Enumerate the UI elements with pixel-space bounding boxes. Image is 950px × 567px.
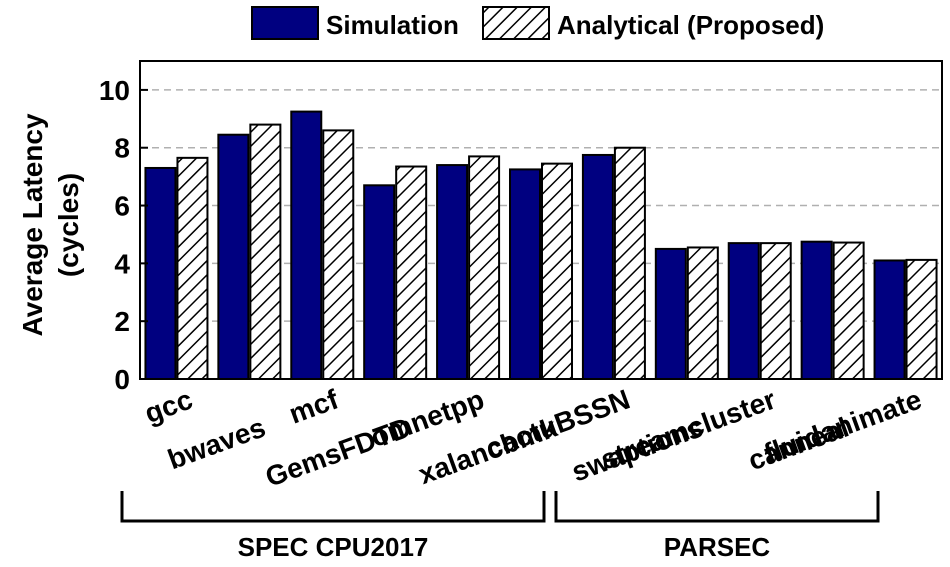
legend: Simulation Analytical (Proposed) [251,6,824,40]
analytical-bar-streamcluster [759,242,792,380]
y-tick-label: 2 [114,306,130,337]
x-tick-label-mcf: mcf [285,383,343,429]
y-axis: 0 2 4 6 8 10 [99,75,148,395]
y-tick-label: 6 [114,191,130,222]
analytical-bar-canneal [832,241,865,380]
analytical-bar-swaptions [686,246,719,380]
legend-swatch-analytical [482,6,550,40]
y-axis-label-line1: Average Latency [17,113,48,336]
x-tick-label-bwaves: bwaves [164,412,270,476]
simulation-bar-fluidanimate [873,259,906,380]
simulation-bar-cactuBSSN [581,153,614,380]
y-tick-label: 10 [99,75,130,106]
analytical-bar-fluidanimate [905,258,938,380]
simulation-bar-canneal [800,240,833,380]
y-tick-label: 4 [114,248,130,279]
analytical-bar-gcc [176,156,209,380]
simulation-bar-omnetpp [436,164,469,380]
analytical-bar-omnetpp [468,155,501,380]
group-label-0: SPEC CPU2017 [238,532,429,562]
x-tick-label-fluidanimate: fluidanimate [760,384,926,470]
group-bracket-1 [554,491,880,523]
y-tick-label: 8 [114,133,130,164]
simulation-bar-mcf [290,110,323,380]
group-bracket-0 [120,491,546,523]
legend-label-analytical: Analytical (Proposed) [557,10,824,40]
analytical-bar-bwaves [249,123,282,380]
analytical-bar-xalancbmk [541,162,573,380]
analytical-bar-cactuBSSN [613,146,646,380]
group-label-1: PARSEC [664,532,771,562]
plot-frame [139,60,943,380]
category-groups: SPEC CPU2017 PARSEC [120,491,880,562]
legend-label-simulation: Simulation [326,10,459,40]
y-axis-label-line2: (cycles) [53,173,84,277]
x-tick-label-gcc: gcc [141,384,197,430]
simulation-bar-swaptions [654,247,687,380]
simulation-bar-bwaves [217,133,250,380]
analytical-bar-GemsFDTD [395,165,428,380]
analytical-bar-mcf [322,129,355,380]
simulation-bar-gcc [144,166,177,380]
y-tick-label: 0 [114,364,130,395]
simulation-bar-streamcluster [727,242,760,380]
simulation-bar-GemsFDTD [363,184,396,380]
bars [144,110,938,380]
simulation-bar-xalancbmk [509,168,541,380]
x-axis: gccbwavesmcfGemsFDTDomnetppxalancbmkcact… [141,383,926,493]
legend-swatch-simulation [251,6,319,40]
